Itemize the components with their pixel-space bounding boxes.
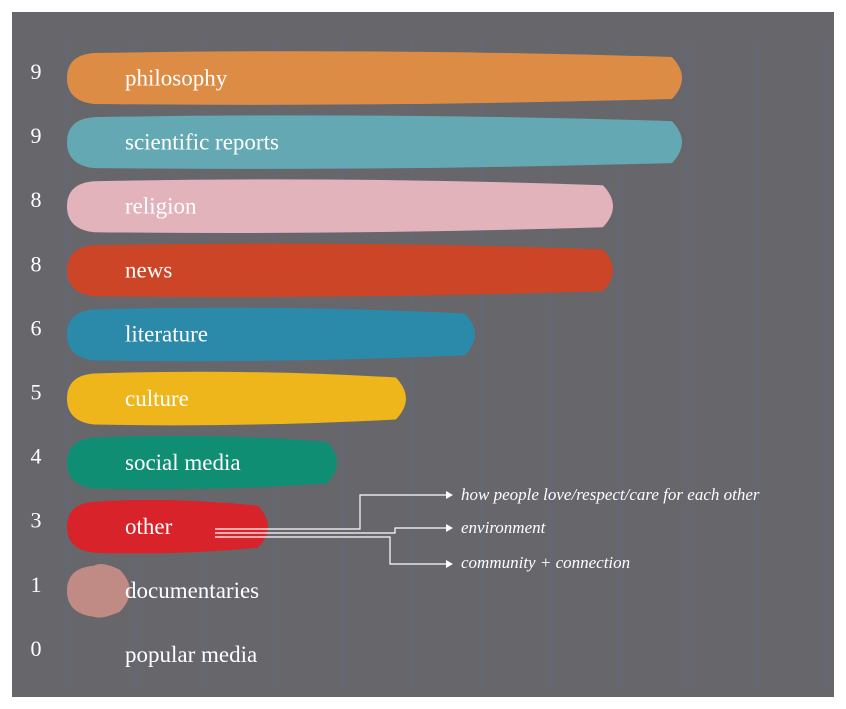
value-label: 1: [31, 572, 42, 597]
value-label: 9: [31, 59, 42, 84]
category-label: popular media: [125, 642, 257, 667]
arrow-head: [446, 560, 453, 568]
category-label: news: [125, 258, 172, 283]
arrow-head: [446, 491, 453, 499]
arrow: [215, 494, 446, 530]
category-label: other: [125, 514, 173, 539]
bar: [67, 51, 682, 105]
arrow: [215, 527, 446, 534]
value-label: 5: [31, 380, 42, 405]
value-label: 4: [31, 444, 42, 469]
value-label: 8: [31, 187, 42, 212]
bar: [67, 307, 475, 362]
value-label: 3: [31, 508, 42, 533]
bar: [67, 371, 406, 426]
value-label: 6: [31, 315, 42, 340]
value-label: 9: [31, 123, 42, 148]
category-label: documentaries: [125, 578, 259, 603]
bar: [67, 499, 268, 554]
bar: [67, 243, 613, 298]
annotation-arrows: [215, 491, 453, 568]
category-label: scientific reports: [125, 129, 279, 154]
bar: [67, 115, 682, 169]
annotation: community + connection: [461, 553, 630, 572]
annotation: how people love/respect/care for each ot…: [461, 485, 760, 504]
category-label: philosophy: [125, 65, 228, 90]
value-label: 8: [31, 251, 42, 276]
arrow-head: [446, 524, 453, 532]
category-label: social media: [125, 450, 241, 475]
category-label: culture: [125, 386, 189, 411]
category-label: religion: [125, 193, 197, 218]
bars: [67, 51, 682, 618]
bar: [67, 564, 130, 618]
category-label: literature: [125, 322, 208, 347]
arrow: [215, 536, 446, 565]
bar: [67, 179, 613, 234]
bar: [67, 435, 337, 490]
annotation: environment: [461, 518, 547, 537]
value-label: 0: [31, 636, 42, 661]
